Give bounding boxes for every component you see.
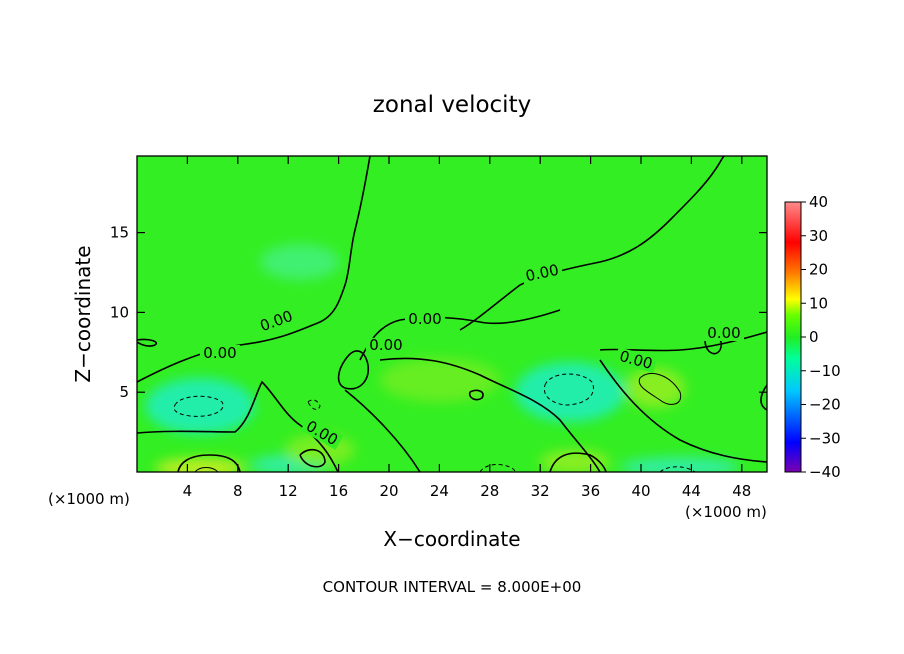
chart-title: zonal velocity [373,92,531,118]
x-axis: 4 8 12 16 20 24 28 32 36 40 44 48 [183,156,751,500]
contour-label: 0.00 [707,324,740,342]
contour-label: 0.00 [203,344,236,362]
contour-label: 0.00 [408,310,441,328]
positive-cell [380,358,500,402]
contour-line [359,309,561,361]
x-unit-right: (×1000 m) [685,503,767,521]
colorbar-tick-label: 20 [809,261,828,279]
negative-cell [145,378,255,434]
x-tick-label: 20 [379,482,398,500]
colorbar-tick-label: −10 [809,362,841,380]
x-unit-left: (×1000 m) [48,490,130,508]
contour-line [468,389,484,401]
y-axis-title: Z−coordinate [71,245,95,382]
colorbar-tick-label: −30 [809,429,841,447]
contour-line [760,384,767,411]
nonzero-contours [173,373,696,472]
negative-contour [479,464,516,472]
x-tick-label: 32 [531,482,550,500]
positive-cell [155,458,245,472]
x-tick-label: 44 [682,482,701,500]
x-tick-label: 12 [279,482,298,500]
negative-cell [620,457,740,472]
x-tick-label: 16 [329,482,348,500]
y-axis: 5 10 15 [110,224,767,401]
x-tick-label: 36 [581,482,600,500]
y-tick-label: 10 [110,303,129,321]
x-tick-label: 40 [631,482,650,500]
y-tick-label: 5 [119,383,129,401]
x-tick-label: 24 [430,482,449,500]
contour-line [177,454,241,472]
y-tick-label: 15 [110,224,129,242]
colorbar [784,201,802,473]
contour-line [549,452,607,472]
colorbar-tick-label: 10 [809,294,828,312]
x-tick-label: 28 [480,482,499,500]
x-tick-label: 4 [183,482,193,500]
x-tick-label: 8 [233,482,243,500]
contour-line [599,359,767,463]
colorbar-tick-label: −40 [809,463,841,481]
x-tick-label: 48 [732,482,751,500]
positive-contour [194,467,219,472]
negative-contour [307,399,321,410]
contour-labels: 0.00 0.00 0.00 0.00 0.00 0.00 0.00 0.00 [200,260,744,450]
contour-line [459,156,725,331]
contour-line [137,338,157,347]
negative-contour [543,373,594,406]
plot-frame [136,155,768,473]
shaded-field: 0.00 0.00 0.00 0.00 0.00 0.00 0.00 0.00 [137,156,767,472]
negative-contour [659,466,696,472]
contour-line [337,350,370,390]
contour-line [299,448,326,468]
contour-line [379,357,601,472]
x-axis-title: X−coordinate [383,527,520,551]
negative-contour [173,395,224,417]
colorbar-axis: 40 30 20 10 0 −10 −20 −30 −40 [801,193,841,481]
colorbar-tick-label: 0 [809,328,819,346]
contour-label: 0.00 [369,336,402,354]
colorbar-tick-label: 40 [809,193,828,211]
colorbar-tick-label: 30 [809,227,828,245]
contour-line [344,389,421,472]
colorbar-tick-label: −20 [809,396,841,414]
negative-cell [260,244,340,280]
contour-interval-note: CONTOUR INTERVAL = 8.000E+00 [323,578,582,596]
positive-contour [638,373,682,405]
